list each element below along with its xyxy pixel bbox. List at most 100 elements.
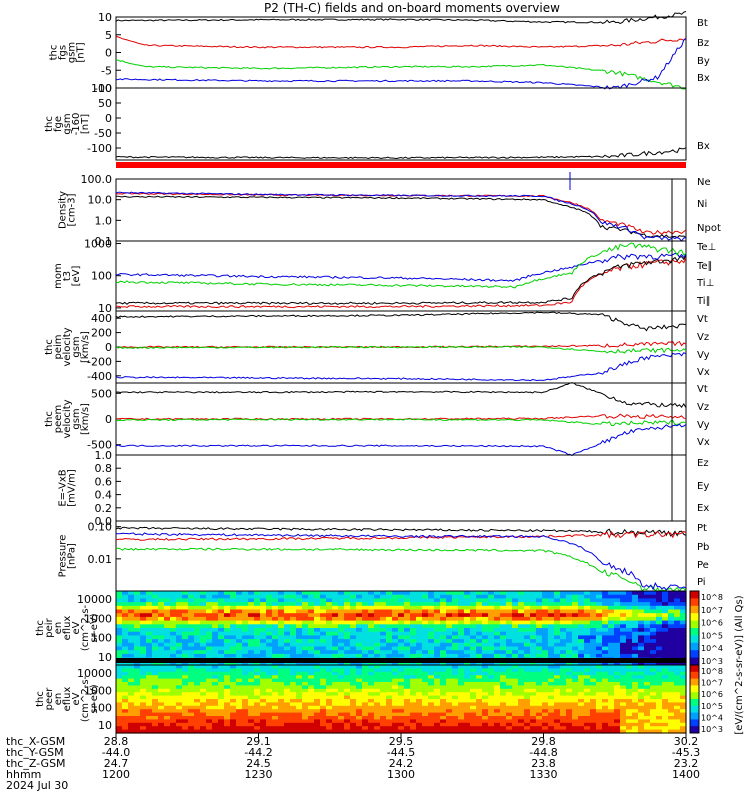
spectrogram-cell (626, 705, 633, 710)
spectrogram-cell (248, 719, 255, 724)
spectrogram-cell (602, 605, 609, 611)
spectrogram-cell (656, 605, 663, 611)
spectrogram-cell (212, 709, 219, 714)
y-tick-label: 200 (91, 327, 112, 340)
legend-efield-0: Ez (697, 458, 709, 469)
spectrogram-cell (530, 722, 537, 727)
spectrogram-cell (452, 609, 459, 614)
spectrogram-cell (284, 692, 291, 697)
spectrogram-cell (578, 668, 585, 673)
spectrogram-cell (350, 598, 357, 603)
spectrogram-cell (458, 613, 465, 618)
spectrogram-cell (578, 665, 585, 669)
spectrogram-cell (242, 605, 249, 611)
spectrogram-cell (374, 642, 381, 648)
spectrogram-cell (524, 635, 531, 640)
spectrogram-cell (470, 726, 477, 731)
spectrogram-cell (230, 635, 237, 640)
spectrogram-cell (122, 692, 129, 697)
spectrogram-cell (200, 616, 207, 622)
spectrogram-cell (362, 719, 369, 724)
spectrogram-cell (392, 699, 399, 703)
spectrogram-cell (524, 646, 531, 651)
spectrogram-cell (182, 702, 189, 707)
spectrogram-cell (296, 719, 303, 724)
spectrogram-cell (308, 675, 315, 680)
spectrogram-cell (116, 631, 123, 636)
spectrogram-cell (422, 613, 429, 618)
spectrogram-cell (368, 628, 375, 633)
spectrogram-cell (602, 594, 609, 599)
spectrogram-cell (560, 685, 567, 690)
spectrogram-cell (566, 719, 573, 724)
spectrogram-cell (632, 722, 639, 727)
spectrogram-cell (248, 712, 255, 717)
spectrogram-cell (380, 639, 387, 644)
spectrogram-cell (128, 668, 135, 673)
spectrogram-cell (236, 692, 243, 697)
spectrogram-cell (524, 653, 531, 659)
spectrogram-cell (332, 722, 339, 727)
spectrogram-cell (590, 702, 597, 707)
spectrogram-cell (122, 668, 129, 673)
spectrogram-cell (398, 609, 405, 614)
spectrogram-cell (278, 605, 285, 611)
spectrogram-cell (578, 650, 585, 655)
spectrogram-cell (170, 631, 177, 636)
colorbar: 10^810^710^610^510^410^310^810^710^610^5… (689, 590, 745, 735)
spectrogram-cell (260, 635, 267, 640)
spectrogram-cell (680, 729, 687, 734)
spectrogram-cell (380, 624, 387, 629)
spectrogram-cell (614, 661, 621, 666)
spectrogram-cell (350, 702, 357, 707)
spectrogram-cell (470, 712, 477, 717)
spectrogram-cell (596, 605, 603, 611)
spectrogram-cell (422, 646, 429, 651)
spectrogram-cell (482, 594, 489, 599)
spectrogram-cell (344, 675, 351, 680)
spectrogram-cell (590, 668, 597, 673)
spectrogram-cell (608, 624, 615, 629)
spectrogram-cell (620, 624, 627, 629)
spectrogram-cell (140, 598, 147, 603)
spectrogram-cell (524, 712, 531, 717)
x-axis-value: 29.5 (389, 735, 414, 748)
spectrogram-cell (290, 631, 297, 636)
spectrogram-cell (470, 631, 477, 636)
spectrogram-cell (482, 624, 489, 629)
spectrogram-cell (560, 705, 567, 710)
spectrogram-cell (134, 624, 141, 629)
spectrogram-cell (122, 661, 129, 666)
spectrogram-cell (218, 699, 225, 703)
spectrogram-cell (590, 613, 597, 618)
spectrogram-cell (308, 716, 315, 720)
spectrogram-cell (338, 642, 345, 648)
spectrogram-cell (398, 594, 405, 599)
spectrogram-cell (194, 678, 201, 683)
spectrogram-cell (152, 635, 159, 640)
spectrogram-cell (344, 635, 351, 640)
spectrogram-cell (614, 624, 621, 629)
spectrogram-cell (188, 639, 195, 644)
spectrogram-cell (236, 642, 243, 648)
spectrogram-cell (476, 682, 483, 686)
spectrogram-cell (470, 722, 477, 727)
spectrogram-cell (206, 709, 213, 714)
spectrogram-cell (410, 692, 417, 697)
spectrogram-cell (194, 671, 201, 676)
spectrogram-cell (200, 719, 207, 724)
spectrogram-cell (554, 726, 561, 731)
spectrogram-cell (680, 635, 687, 640)
y-tick-label: 1.0 (95, 449, 113, 462)
spectrogram-cell (326, 642, 333, 648)
spectrogram-cell (368, 712, 375, 717)
spectrogram-cell (338, 685, 345, 690)
spectrogram-cell (524, 729, 531, 734)
spectrogram-cell (560, 620, 567, 625)
spectrogram-cell (206, 665, 213, 669)
spectrogram-cell (224, 729, 231, 734)
spectrogram-cell (668, 653, 675, 659)
spectrogram-cell (620, 716, 627, 720)
spectrogram-cell (584, 613, 591, 618)
spectrogram-cell (218, 594, 225, 599)
